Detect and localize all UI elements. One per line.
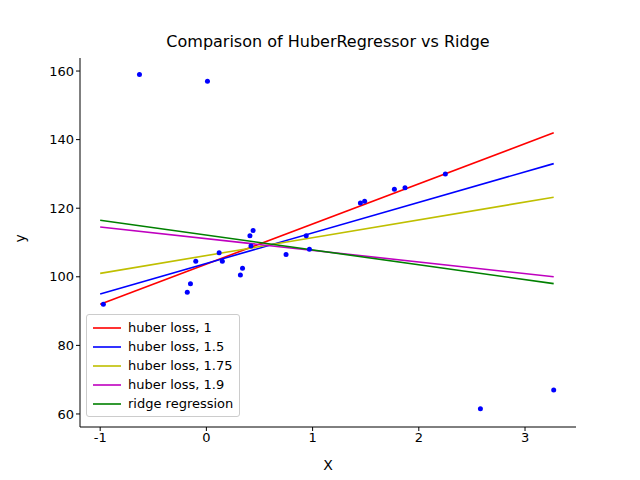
html-text:ridge regression: ridge regression (128, 396, 234, 411)
svg-text:120: 120 (49, 201, 74, 216)
html-text:Comparison of HuberRegressor v: Comparison of HuberRegressor vs Ridge (166, 32, 490, 51)
html-text:huber loss, 1: huber loss, 1 (128, 320, 212, 335)
svg-text:2: 2 (415, 430, 423, 445)
svg-text:3: 3 (521, 430, 529, 445)
html-text:huber loss, 1.9: huber loss, 1.9 (128, 377, 225, 392)
svg-text:1: 1 (308, 430, 316, 445)
svg-text:140: 140 (49, 132, 74, 147)
svg-text:60: 60 (57, 407, 74, 422)
html-text:huber loss, 1.75: huber loss, 1.75 (128, 358, 233, 373)
svg-text:X: X (323, 457, 333, 473)
svg-text:160: 160 (49, 64, 74, 79)
html-text:huber loss, 1.5: huber loss, 1.5 (128, 339, 225, 354)
svg-text:0: 0 (202, 430, 210, 445)
svg-text:-1: -1 (94, 430, 107, 445)
svg-text:100: 100 (49, 269, 74, 284)
svg-text:80: 80 (57, 338, 74, 353)
svg-text:y: y (12, 234, 28, 242)
